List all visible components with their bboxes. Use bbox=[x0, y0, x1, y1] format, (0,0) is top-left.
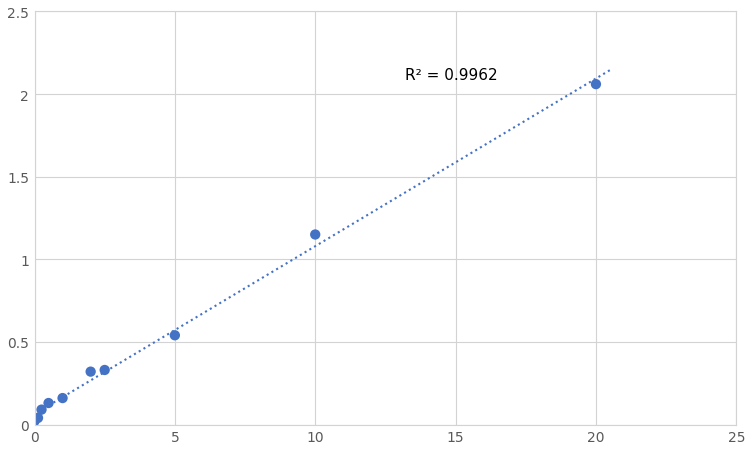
Point bbox=[29, 418, 41, 425]
Point bbox=[309, 231, 321, 239]
Point bbox=[169, 332, 181, 339]
Text: R² = 0.9962: R² = 0.9962 bbox=[405, 69, 498, 83]
Point bbox=[35, 406, 47, 413]
Point bbox=[56, 395, 68, 402]
Point bbox=[590, 81, 602, 88]
Point bbox=[85, 368, 97, 375]
Point bbox=[43, 400, 55, 407]
Point bbox=[32, 414, 44, 422]
Point bbox=[99, 367, 111, 374]
